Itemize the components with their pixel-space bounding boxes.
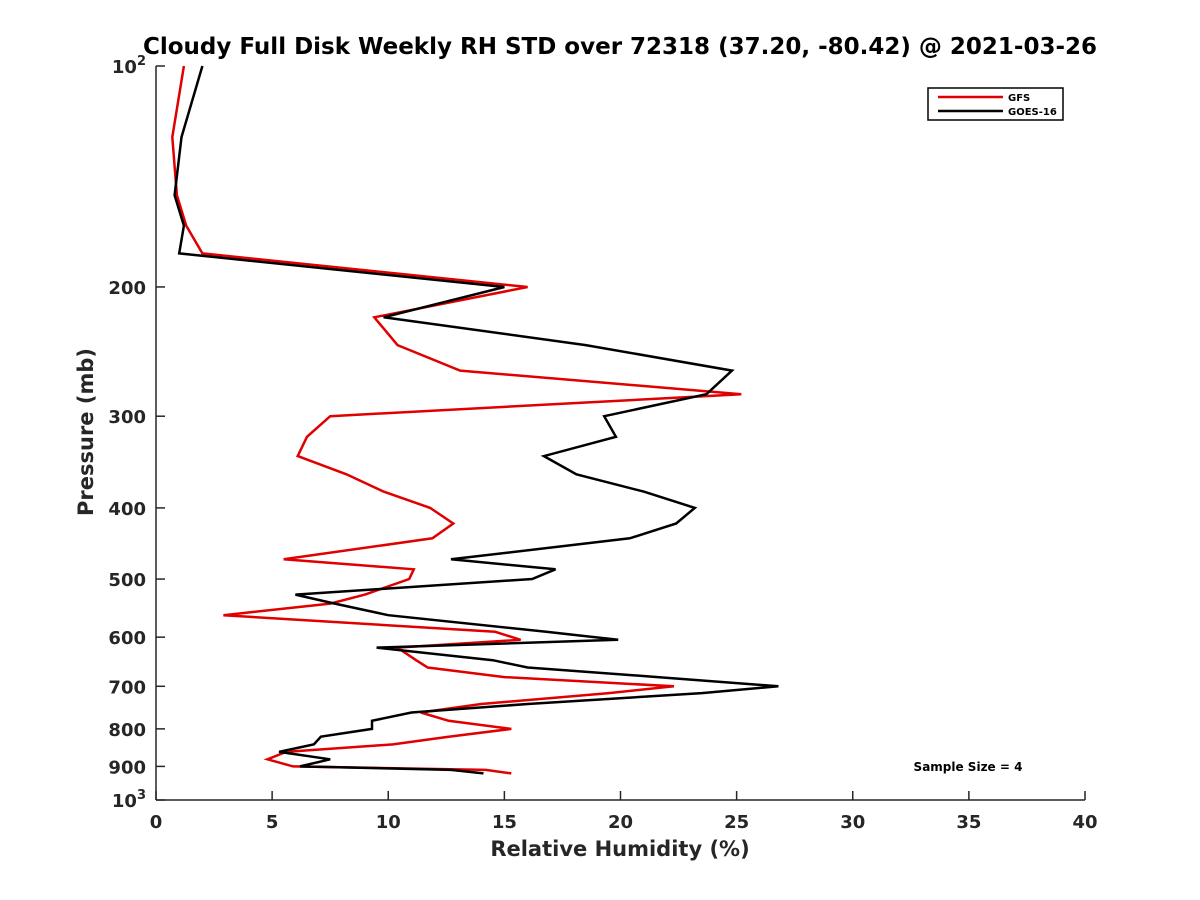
x-tick-label: 10 [376,812,401,833]
y-tick-label: 400 [108,499,146,520]
y-tick-label: 102 [112,54,146,78]
y-tick-label: 900 [108,757,146,778]
y-axis-label: Pressure (mb) [74,348,98,516]
x-tick-label: 25 [724,812,749,833]
x-tick-label: 20 [608,812,633,833]
legend-label-goes-16: GOES-16 [1008,107,1057,118]
x-tick-label: 40 [1072,812,1097,833]
y-tick-label: 200 [108,278,146,299]
x-tick-label: 5 [266,812,279,833]
y-tick-label: 103 [112,788,146,812]
series-layer [171,65,779,775]
chart-title: Cloudy Full Disk Weekly RH STD over 7231… [143,34,1097,60]
x-tick-label: 0 [150,812,163,833]
y-tick-label: 500 [108,570,146,591]
y-tick-label: 600 [108,628,146,649]
legend-box [927,87,1064,121]
y-tick-label: 800 [108,720,146,741]
sample-size-annotation: Sample Size = 4 [914,760,1023,774]
series-line-goes-16 [173,65,779,775]
legend-label-gfs: GFS [1008,93,1030,104]
x-tick-label: 15 [492,812,517,833]
axes: 0 5 10 15 20 25 30 35 40 102 200 300 400 500 600 700 800… [108,54,1097,833]
y-tick-label: 700 [108,677,146,698]
x-tick-label: 30 [840,812,865,833]
x-axis-label: Relative Humidity (%) [490,837,749,861]
series-line-gfs [171,65,742,775]
y-tick-label: 300 [108,407,146,428]
legend: GFS GOES-16 [927,87,1064,121]
x-tick-label: 35 [956,812,981,833]
